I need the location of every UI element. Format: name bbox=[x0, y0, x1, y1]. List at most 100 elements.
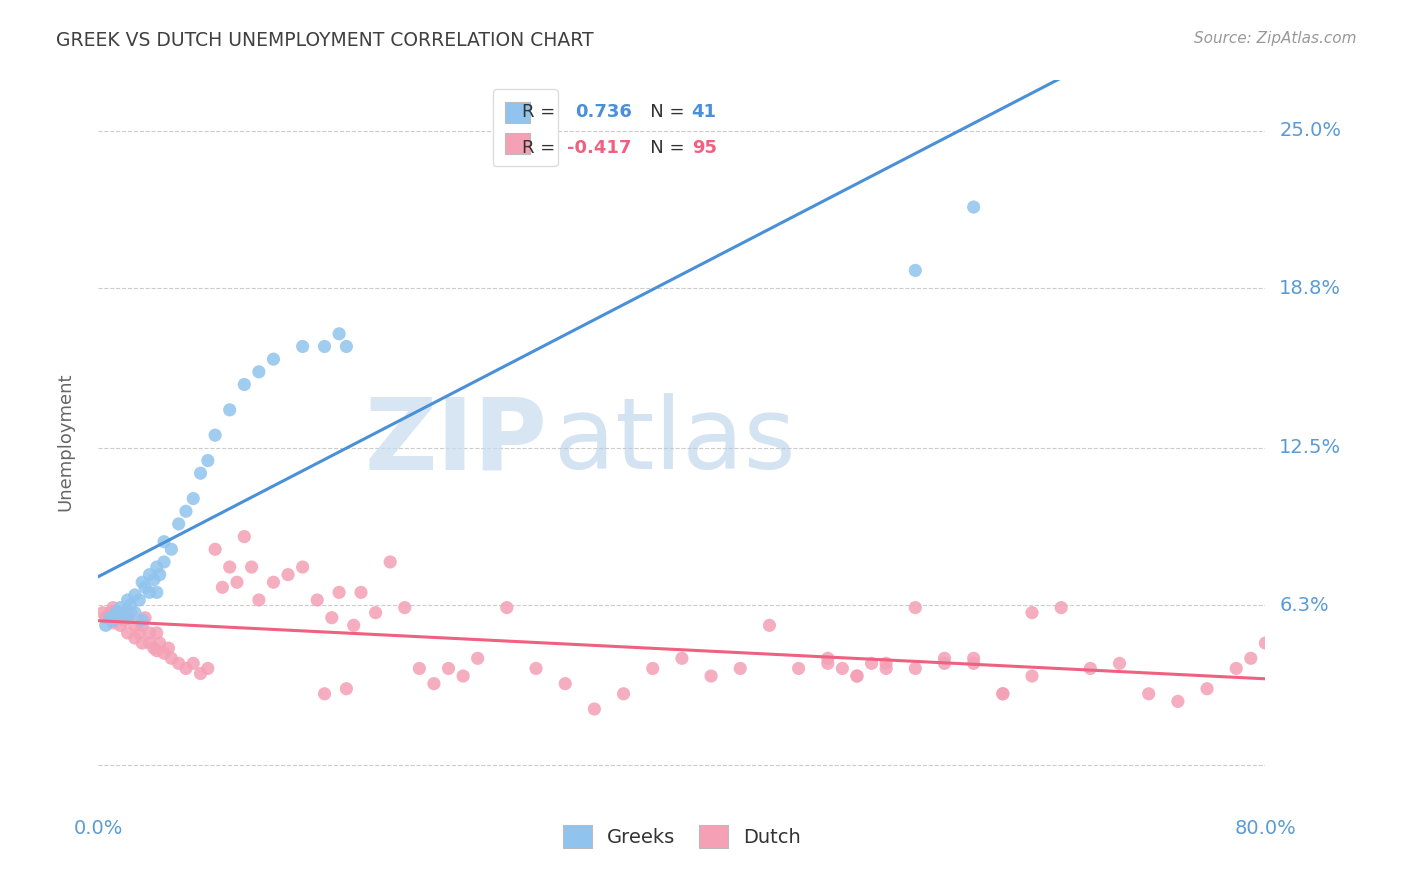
Point bbox=[120, 606, 142, 620]
Point bbox=[904, 263, 927, 277]
Point bbox=[612, 687, 634, 701]
Text: R =: R = bbox=[523, 103, 567, 121]
Point bbox=[787, 661, 810, 675]
Point bbox=[149, 636, 172, 650]
Point bbox=[1021, 669, 1043, 683]
Point bbox=[991, 687, 1014, 701]
Point bbox=[934, 651, 956, 665]
Point bbox=[110, 606, 132, 620]
Point bbox=[1225, 661, 1247, 675]
Point bbox=[146, 585, 169, 599]
Point bbox=[962, 200, 984, 214]
Point bbox=[328, 326, 350, 341]
Point bbox=[138, 567, 160, 582]
Point bbox=[641, 661, 664, 675]
Text: 25.0%: 25.0% bbox=[1279, 121, 1341, 140]
Point bbox=[153, 534, 176, 549]
Point bbox=[142, 641, 165, 656]
Point bbox=[124, 631, 146, 645]
Point bbox=[1021, 606, 1043, 620]
Point bbox=[314, 687, 336, 701]
Point bbox=[101, 600, 124, 615]
Point bbox=[343, 618, 366, 632]
Point bbox=[160, 651, 183, 665]
Point bbox=[321, 611, 343, 625]
Point bbox=[138, 626, 160, 640]
Point bbox=[991, 687, 1014, 701]
Point bbox=[110, 618, 132, 632]
Point bbox=[218, 560, 240, 574]
Point bbox=[146, 626, 169, 640]
Point bbox=[94, 611, 117, 625]
Y-axis label: Unemployment: Unemployment bbox=[56, 372, 75, 511]
Point bbox=[962, 657, 984, 671]
Point bbox=[218, 402, 240, 417]
Point bbox=[554, 676, 576, 690]
Point bbox=[101, 613, 124, 627]
Point bbox=[120, 598, 142, 612]
Point bbox=[233, 530, 256, 544]
Text: R =: R = bbox=[523, 139, 561, 157]
Point bbox=[197, 453, 219, 467]
Point bbox=[437, 661, 460, 675]
Point bbox=[157, 641, 180, 656]
Point bbox=[934, 657, 956, 671]
Text: atlas: atlas bbox=[554, 393, 796, 490]
Point bbox=[860, 657, 883, 671]
Point bbox=[314, 339, 336, 353]
Legend: Greeks, Dutch: Greeks, Dutch bbox=[553, 815, 811, 858]
Point bbox=[240, 560, 263, 574]
Point bbox=[423, 676, 446, 690]
Point bbox=[190, 666, 212, 681]
Text: -0.417: -0.417 bbox=[567, 139, 631, 157]
Point bbox=[904, 661, 927, 675]
Point bbox=[98, 606, 121, 620]
Point bbox=[110, 600, 132, 615]
Point bbox=[153, 646, 176, 660]
Text: 0.736: 0.736 bbox=[575, 103, 631, 121]
Point bbox=[875, 657, 897, 671]
Point bbox=[124, 618, 146, 632]
Point bbox=[583, 702, 606, 716]
Point bbox=[262, 575, 284, 590]
Point bbox=[91, 606, 114, 620]
Point bbox=[117, 626, 139, 640]
Point bbox=[1167, 694, 1189, 708]
Point bbox=[117, 611, 139, 625]
Point bbox=[247, 365, 270, 379]
Point bbox=[1240, 651, 1263, 665]
Point bbox=[817, 651, 839, 665]
Point bbox=[233, 377, 256, 392]
Point bbox=[117, 611, 139, 625]
Text: N =: N = bbox=[633, 103, 690, 121]
Point bbox=[197, 661, 219, 675]
Point bbox=[146, 560, 169, 574]
Point bbox=[700, 669, 723, 683]
Point bbox=[364, 606, 387, 620]
Point bbox=[149, 567, 172, 582]
Point bbox=[380, 555, 402, 569]
Point bbox=[496, 600, 519, 615]
Text: Source: ZipAtlas.com: Source: ZipAtlas.com bbox=[1194, 31, 1357, 46]
Point bbox=[204, 428, 226, 442]
Point bbox=[335, 339, 357, 353]
Point bbox=[167, 657, 190, 671]
Point bbox=[174, 661, 197, 675]
Point bbox=[114, 613, 136, 627]
Point bbox=[131, 636, 153, 650]
Point bbox=[875, 661, 897, 675]
Point bbox=[1137, 687, 1160, 701]
Text: 18.8%: 18.8% bbox=[1279, 278, 1341, 298]
Point bbox=[190, 467, 212, 481]
Point bbox=[181, 657, 204, 671]
Point bbox=[226, 575, 249, 590]
Point bbox=[1108, 657, 1130, 671]
Text: GREEK VS DUTCH UNEMPLOYMENT CORRELATION CHART: GREEK VS DUTCH UNEMPLOYMENT CORRELATION … bbox=[56, 31, 593, 50]
Point bbox=[101, 615, 124, 630]
Point bbox=[134, 611, 156, 625]
Point bbox=[831, 661, 853, 675]
Point bbox=[291, 339, 314, 353]
Point bbox=[104, 611, 127, 625]
Point bbox=[174, 504, 197, 518]
Point bbox=[128, 593, 150, 607]
